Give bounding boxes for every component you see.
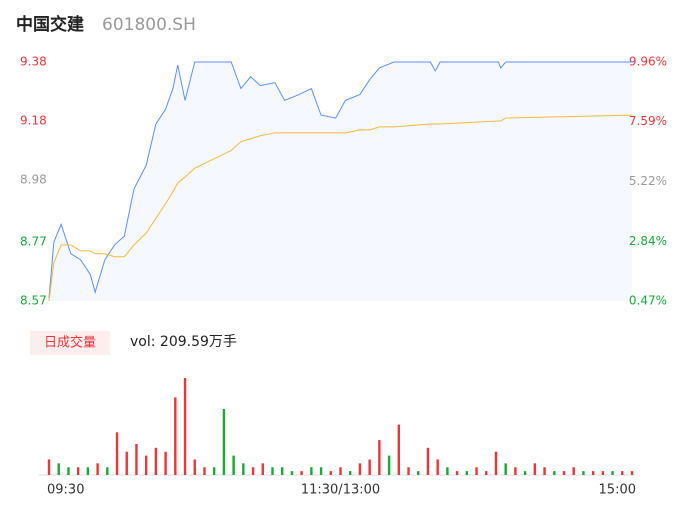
volume-bar bbox=[193, 459, 196, 475]
volume-bar bbox=[76, 467, 80, 475]
volume-bar bbox=[290, 471, 294, 475]
volume-bar bbox=[271, 467, 274, 475]
volume-bar bbox=[426, 447, 430, 475]
volume-bar bbox=[601, 471, 605, 475]
volume-bar bbox=[582, 471, 585, 475]
volume-bar bbox=[261, 463, 264, 475]
volume-bar bbox=[485, 471, 488, 475]
volume-bar bbox=[358, 463, 362, 475]
volume-bar bbox=[630, 471, 634, 475]
volume-bar bbox=[174, 397, 177, 475]
volume-bar bbox=[251, 467, 255, 475]
volume-bar bbox=[329, 471, 332, 475]
volume-bar bbox=[368, 459, 371, 475]
volume-bar bbox=[465, 471, 469, 475]
volume-bar bbox=[222, 409, 226, 475]
volume-bar bbox=[144, 455, 148, 475]
volume-bar bbox=[455, 471, 459, 475]
volume-bar bbox=[436, 459, 439, 475]
volume-bar bbox=[387, 455, 391, 475]
volume-total: vol: 209.59万手 bbox=[130, 334, 237, 350]
volume-bar bbox=[310, 467, 313, 475]
volume-bar bbox=[300, 471, 303, 475]
volume-bar bbox=[378, 440, 381, 475]
volume-bar bbox=[57, 463, 60, 475]
volume-bar bbox=[106, 467, 109, 475]
volume-bar bbox=[232, 455, 235, 475]
volume-bar bbox=[319, 467, 323, 475]
y2-tick-label: 7.59% bbox=[629, 114, 667, 128]
volume-bar bbox=[96, 463, 99, 475]
volume-bar bbox=[154, 447, 158, 475]
volume-bar bbox=[572, 467, 575, 475]
volume-label: 日成交量 bbox=[44, 335, 96, 351]
price-area bbox=[49, 62, 632, 301]
volume-bar bbox=[611, 471, 614, 475]
volume-bar bbox=[397, 424, 400, 475]
volume-bar bbox=[67, 467, 70, 475]
volume-bar bbox=[164, 451, 167, 475]
y-tick-label: 8.77 bbox=[20, 234, 47, 248]
volume-bar bbox=[125, 451, 128, 475]
y-tick-label: 9.38 bbox=[20, 55, 47, 69]
volume-bar bbox=[417, 471, 420, 475]
volume-bar bbox=[349, 471, 352, 475]
x-tick-label: 11:30/13:00 bbox=[301, 483, 380, 498]
volume-bar bbox=[212, 467, 216, 475]
y2-tick-label: 9.96% bbox=[629, 55, 667, 69]
volume-bar bbox=[621, 471, 624, 475]
volume-bar bbox=[47, 459, 51, 475]
y-tick-label: 8.98 bbox=[20, 173, 47, 187]
x-tick-label: 09:30 bbox=[47, 483, 84, 498]
volume-bar bbox=[281, 467, 284, 475]
volume-bar bbox=[86, 467, 90, 475]
y2-tick-label: 2.84% bbox=[629, 234, 667, 248]
volume-bar bbox=[135, 443, 138, 475]
volume-bar bbox=[475, 467, 478, 475]
volume-bar bbox=[203, 467, 206, 475]
stock-code: 601800.SH bbox=[102, 15, 196, 35]
volume-bar bbox=[183, 378, 187, 475]
y-tick-label: 8.57 bbox=[20, 294, 47, 308]
y2-tick-label: 0.47% bbox=[629, 294, 667, 308]
volume-bar bbox=[533, 463, 537, 475]
volume-bar bbox=[504, 463, 507, 475]
volume-bar bbox=[523, 471, 527, 475]
volume-bar bbox=[514, 467, 517, 475]
y2-tick-label: 5.22% bbox=[629, 174, 667, 188]
price-line bbox=[48, 61, 632, 299]
volume-bar bbox=[339, 467, 342, 475]
volume-bar bbox=[553, 471, 556, 475]
volume-bar bbox=[115, 432, 119, 475]
volume-bar bbox=[543, 467, 546, 475]
volume-bar bbox=[591, 471, 595, 475]
volume-label-bg bbox=[30, 331, 110, 355]
x-tick-label: 15:00 bbox=[599, 483, 636, 498]
price-line bbox=[48, 114, 633, 302]
volume-bar bbox=[494, 451, 498, 475]
stock-name: 中国交建 bbox=[16, 14, 84, 35]
volume-bar bbox=[407, 467, 410, 475]
y-tick-label: 9.18 bbox=[20, 114, 47, 128]
volume-bar bbox=[446, 467, 449, 475]
volume-bar bbox=[242, 463, 245, 475]
volume-bar bbox=[562, 471, 566, 475]
